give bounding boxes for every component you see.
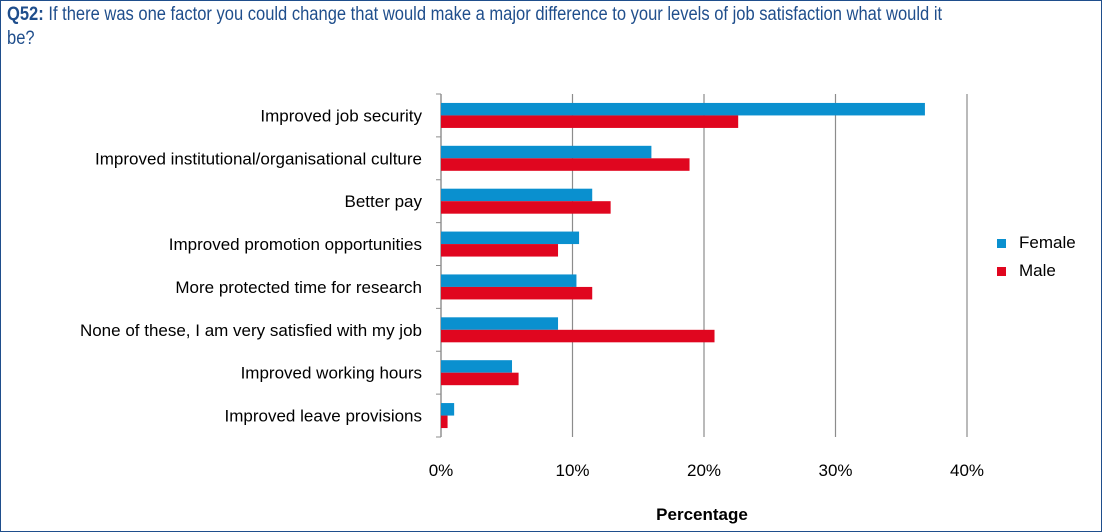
category-label: Improved promotion opportunities bbox=[169, 235, 422, 254]
bar-female bbox=[441, 317, 559, 330]
legend-label-male: Male bbox=[1019, 261, 1056, 280]
legend-swatch-male bbox=[997, 267, 1006, 276]
chart-title: Q52: If there was one factor you could c… bbox=[7, 3, 955, 51]
bar-female bbox=[441, 360, 513, 373]
category-label: Improved leave provisions bbox=[225, 407, 422, 426]
bar-female bbox=[441, 145, 652, 159]
bar-male bbox=[441, 286, 593, 300]
x-tick-label: 20% bbox=[687, 461, 721, 480]
category-label: Better pay bbox=[345, 192, 423, 211]
bar-male bbox=[441, 372, 519, 386]
bar-female bbox=[441, 188, 593, 202]
category-label: Improved job security bbox=[260, 106, 422, 125]
legend-label-female: Female bbox=[1019, 233, 1076, 252]
bar-male bbox=[441, 415, 448, 429]
question-text: If there was one factor you could change… bbox=[7, 4, 943, 49]
x-tick-label: 40% bbox=[950, 461, 984, 480]
category-label: More protected time for research bbox=[175, 278, 422, 297]
bar-male bbox=[441, 329, 715, 343]
question-number: Q52: bbox=[7, 4, 44, 25]
category-label: Improved working hours bbox=[241, 364, 422, 383]
bar-female bbox=[441, 403, 455, 416]
bar-male bbox=[441, 244, 559, 257]
category-label: None of these, I am very satisfied with … bbox=[80, 321, 422, 340]
bar-male bbox=[441, 115, 739, 128]
bar-female bbox=[441, 102, 925, 116]
legend-swatch-female bbox=[997, 239, 1006, 248]
bar-male bbox=[441, 201, 611, 214]
bar-female bbox=[441, 274, 577, 287]
x-tick-label: 10% bbox=[555, 461, 589, 480]
bar-female bbox=[441, 231, 580, 245]
category-label: Improved institutional/organisational cu… bbox=[95, 149, 422, 168]
bar-male bbox=[441, 158, 690, 171]
x-tick-label: 0% bbox=[429, 461, 454, 480]
x-axis-title: Percentage bbox=[656, 505, 748, 524]
x-tick-label: 30% bbox=[818, 461, 852, 480]
